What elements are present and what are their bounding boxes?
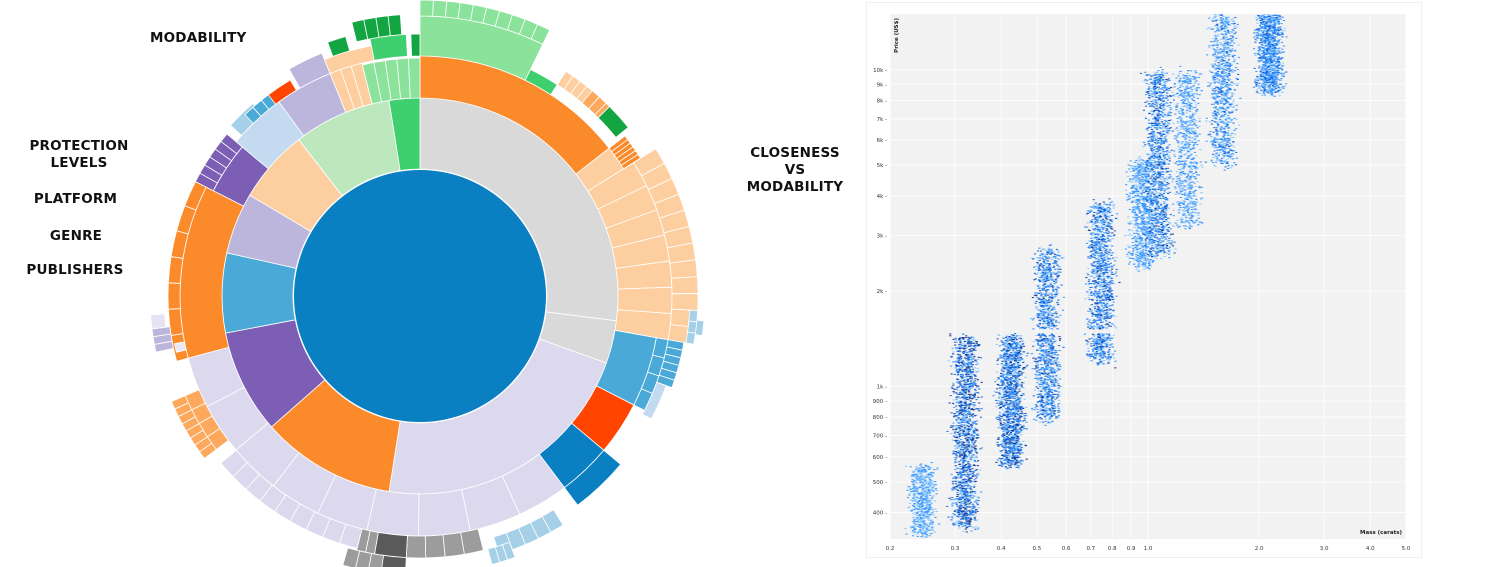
modability-segment: [670, 276, 699, 295]
y-tick-label: 9k -: [877, 82, 887, 88]
y-tick-label: 900 -: [873, 399, 887, 405]
x-tick-label: 0.9: [1127, 546, 1136, 552]
protection-segment: [167, 282, 181, 310]
sunburst-root: [294, 170, 546, 422]
x-tick-label: 0.3: [951, 546, 960, 552]
x-tick-label: 3.0: [1320, 546, 1329, 552]
y-tick-label: 500 -: [873, 480, 887, 486]
heatmap-cells: [904, 14, 1288, 538]
modability-segment: [432, 0, 448, 18]
y-tick-label: 4k -: [877, 194, 887, 200]
modability-segment: [641, 381, 667, 420]
modability-segment: [369, 33, 408, 61]
y-tick-label: 6k -: [877, 138, 887, 144]
x-tick-label: 1.0: [1144, 546, 1153, 552]
modability-segment: [444, 0, 461, 20]
y-tick-label: 700 -: [873, 434, 887, 440]
modability-segment: [620, 153, 642, 170]
x-axis-title: Mass (carats): [1360, 530, 1402, 536]
modability-segment: [387, 14, 403, 37]
y-tick-label: 3k -: [877, 233, 887, 239]
y-tick-label: 5k -: [877, 163, 887, 169]
publishers-label: PUBLISHERS: [26, 262, 124, 278]
modability-segment: [671, 293, 699, 311]
sunburst-chart: [150, 0, 705, 567]
modability-outlier: [174, 341, 187, 353]
y-tick-label: 400 -: [873, 511, 887, 517]
protection-levels-label: PROTECTION LEVELS: [29, 138, 129, 171]
modability-outlier: [685, 331, 696, 345]
modability-outlier: [688, 309, 699, 323]
protection-segment: [617, 286, 673, 315]
modability-segment: [419, 0, 434, 17]
modability-segment: [151, 326, 172, 338]
modability-outlier: [487, 546, 501, 566]
modability-segment: [342, 547, 361, 567]
modability-segment: [563, 449, 622, 506]
protection-segment: [407, 57, 421, 99]
modability-segment: [374, 531, 408, 559]
modability-segment: [597, 105, 629, 138]
modability-segment: [220, 449, 248, 478]
x-tick-label: 5.0: [1402, 546, 1411, 552]
closeness-vs-modability-label: CLOSENESS VS MODABILITY: [746, 145, 844, 195]
y-tick-label: 2k -: [877, 289, 887, 295]
x-tick-label: 0.8: [1108, 546, 1117, 552]
modability-outlier: [687, 320, 698, 334]
y-tick-label: 8k -: [877, 98, 887, 104]
x-tick-label: 0.5: [1033, 546, 1042, 552]
modability-segment: [184, 389, 206, 411]
heatmap-chart: 0.2 0.3 0.4 0.5 0.6 0.7 0.8 0.9 1.0 2.0 3.0 4.0 5.0 4…: [865, 1, 1423, 559]
y-axis-title: Price (US$): [894, 18, 900, 53]
modability-segment: [327, 35, 351, 57]
modability-outlier: [150, 313, 167, 330]
protection-segment: [418, 489, 471, 537]
modability-segment: [530, 23, 551, 45]
modability-segment: [424, 534, 446, 559]
modability-segment: [405, 535, 427, 559]
x-tick-label: 2.0: [1255, 546, 1264, 552]
modability-segment: [442, 532, 465, 558]
x-tick-label: 0.4: [997, 546, 1006, 552]
y-tick-label: 800 -: [873, 415, 887, 421]
y-tick-label: 1k -: [877, 385, 887, 391]
x-tick-label: 0.6: [1062, 546, 1071, 552]
heatmap-panel: 0.2 0.3 0.4 0.5 0.6 0.7 0.8 0.9 1.0 2.0 3.0 4.0 5.0 4…: [865, 1, 1423, 559]
protection-segment: [167, 256, 184, 284]
modability-segment: [267, 79, 297, 105]
platform-label: PLATFORM: [33, 191, 118, 207]
genre-label: GENRE: [49, 228, 103, 244]
y-tick-label: 10k -: [873, 68, 887, 74]
modability-segment: [410, 33, 421, 57]
x-tick-label: 0.2: [886, 546, 895, 552]
modability-label: MODABILITY: [150, 30, 247, 46]
modability-segment: [524, 68, 558, 96]
x-tick-label: 0.7: [1086, 546, 1095, 552]
modability-segment: [669, 259, 698, 279]
y-tick-label: 7k -: [877, 117, 887, 123]
x-tick-label: 4.0: [1366, 546, 1375, 552]
y-tick-label: 600 -: [873, 455, 887, 461]
